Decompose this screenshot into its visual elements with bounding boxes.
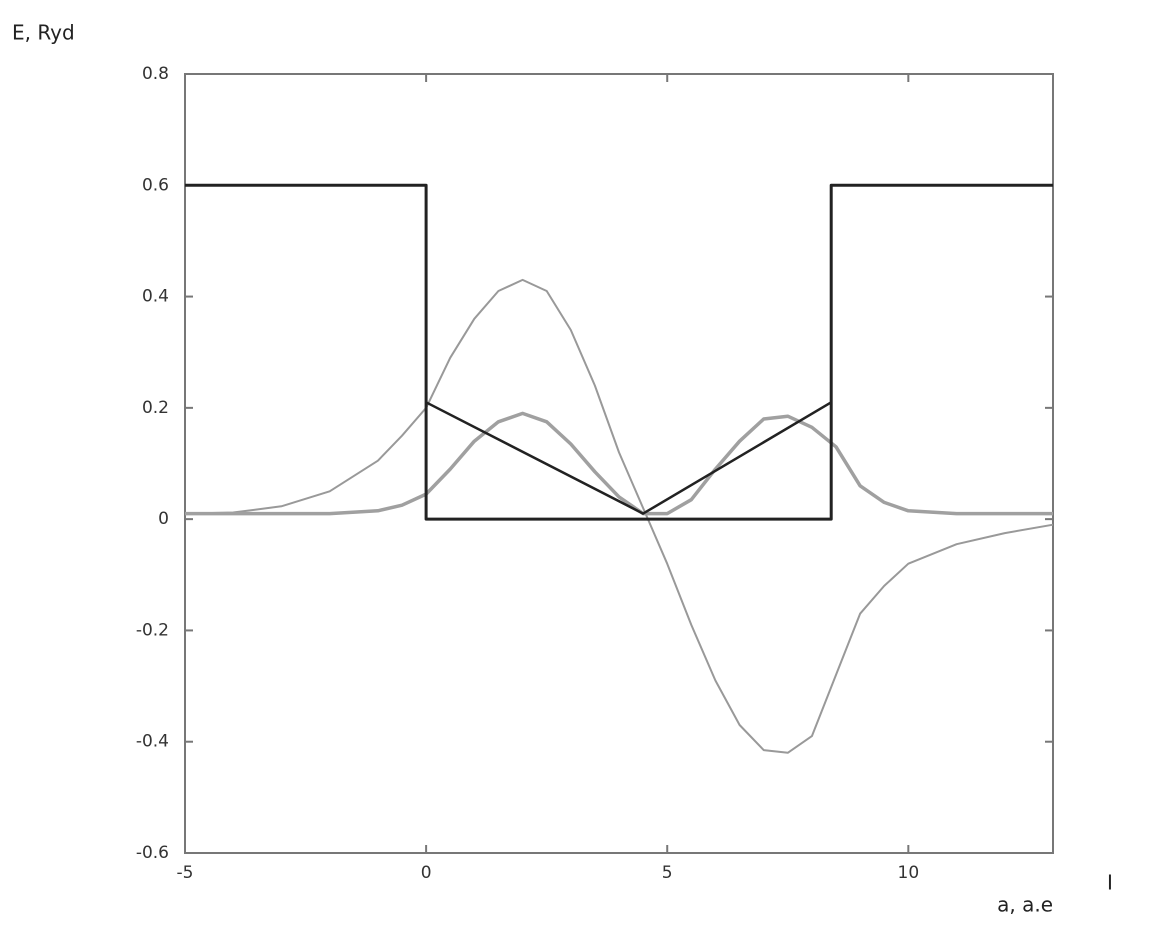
- x-tick-label: 5: [662, 863, 673, 883]
- y-axis-label: E, Ryd: [12, 21, 75, 45]
- x-tick-label: 10: [898, 863, 920, 883]
- line: [184, 278, 1054, 754]
- y-tick-label: -0.2: [136, 620, 169, 640]
- y-tick-label: 0.2: [142, 398, 169, 418]
- x-tick-label: -5: [177, 863, 194, 883]
- x-axis-label: a, a.e: [997, 893, 1053, 917]
- line: [185, 183, 1053, 521]
- x-tick-label: 0: [421, 863, 432, 883]
- y-tick-label: -0.4: [136, 732, 169, 752]
- line: [185, 411, 1053, 516]
- y-tick-label: 0.6: [142, 175, 169, 195]
- plot-frame: [184, 73, 1054, 854]
- annotation: I: [1107, 871, 1113, 895]
- y-tick-label: -0.6: [136, 843, 169, 863]
- y-tick-label: 0.4: [142, 287, 169, 307]
- line: [425, 401, 832, 515]
- y-tick-label: 0.8: [142, 64, 169, 84]
- y-tick-label: 0: [158, 509, 169, 529]
